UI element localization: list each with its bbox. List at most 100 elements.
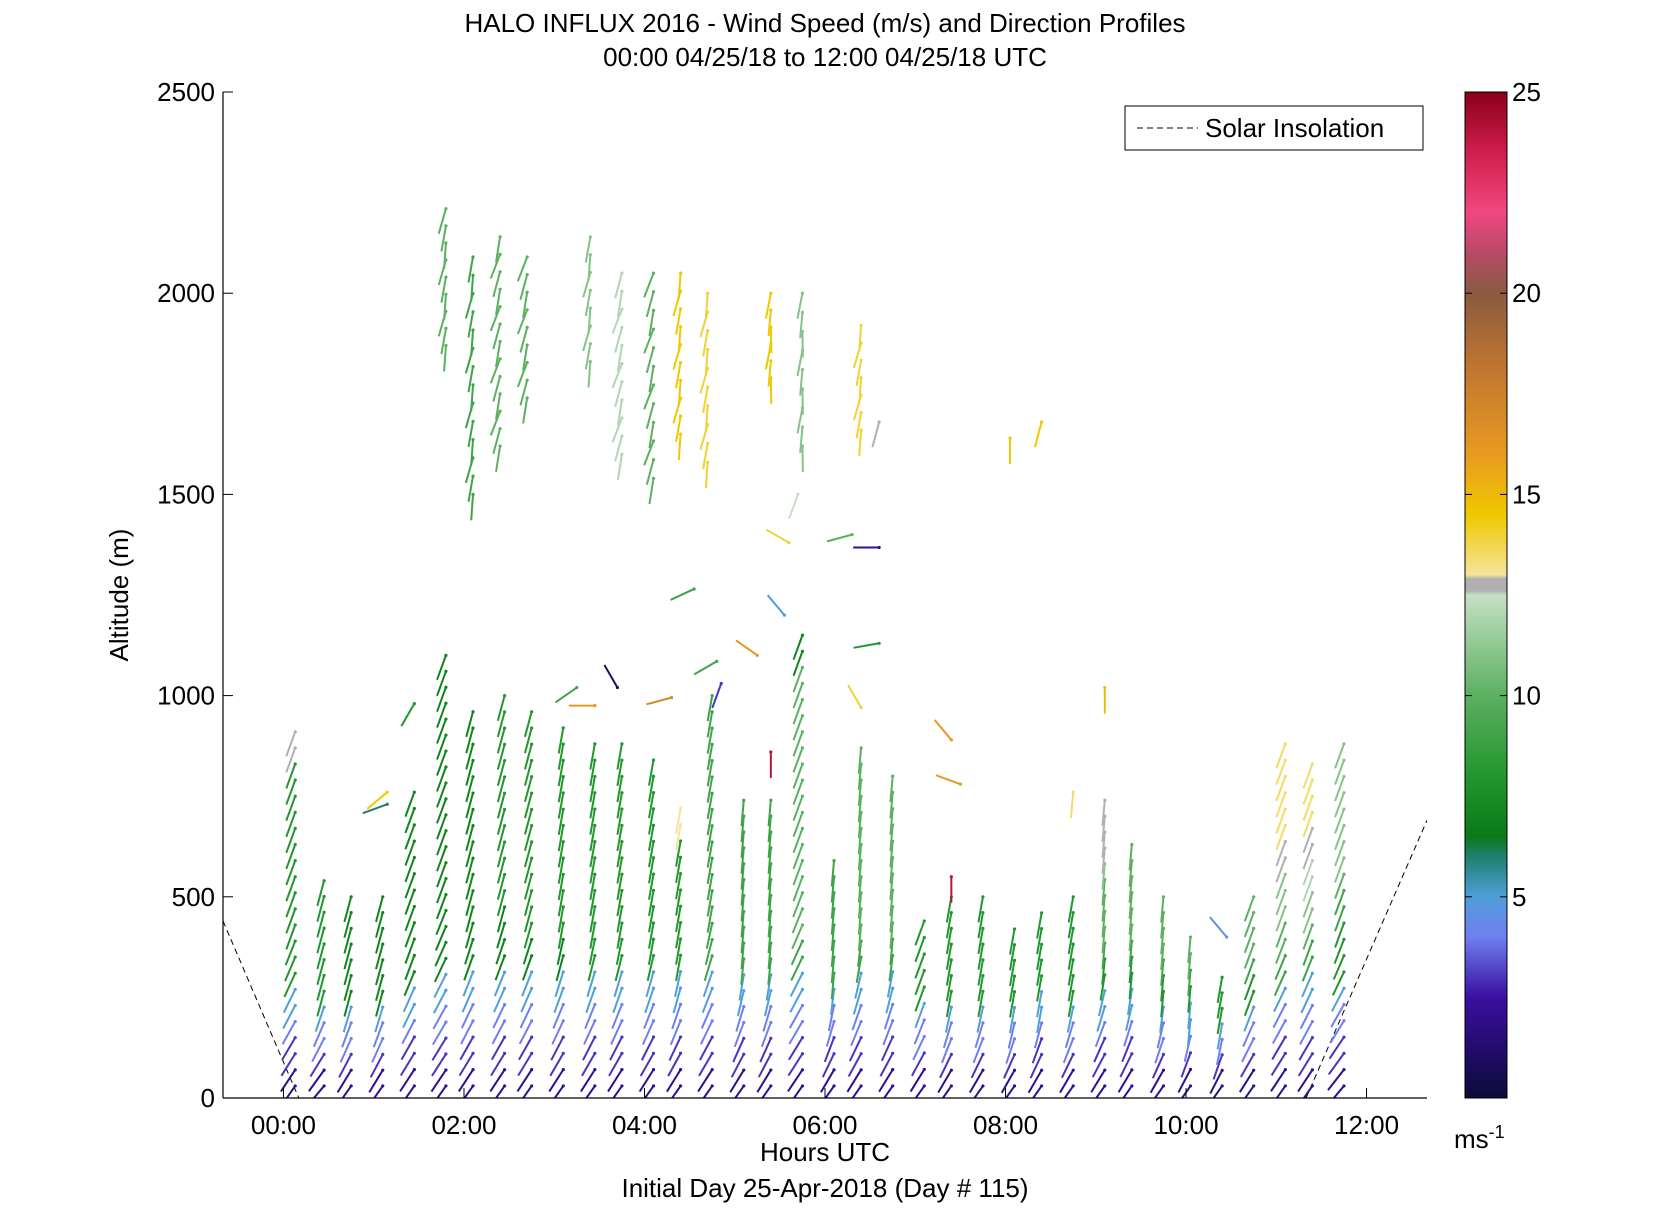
wind-barb bbox=[1036, 927, 1044, 955]
wind-barb bbox=[645, 290, 656, 318]
wind-barb bbox=[1067, 974, 1075, 1002]
wind-barb bbox=[1036, 989, 1044, 1018]
wind-barb-shaft bbox=[432, 1005, 447, 1030]
wind-barb-point bbox=[949, 926, 953, 930]
wind-barb-shaft bbox=[435, 910, 447, 936]
wind-barb-shaft bbox=[1091, 1053, 1106, 1078]
wind-barb-shaft bbox=[792, 795, 804, 821]
wind-barb-point bbox=[444, 326, 448, 331]
wind-barb-shaft bbox=[1275, 759, 1287, 785]
wind-barb-shaft bbox=[1009, 944, 1016, 971]
wind-barb bbox=[399, 1051, 416, 1077]
wind-barb-shaft bbox=[435, 894, 447, 920]
wind-barb bbox=[648, 807, 656, 835]
wind-barb bbox=[375, 958, 385, 986]
wind-barb bbox=[1123, 1019, 1134, 1047]
wind-barb-shaft bbox=[767, 958, 772, 985]
wind-barb-shaft bbox=[734, 1085, 745, 1098]
wind-barb bbox=[1334, 807, 1346, 834]
wind-barb-point bbox=[1103, 685, 1107, 690]
wind-barb-point bbox=[530, 986, 534, 990]
wind-barb-point bbox=[530, 1002, 534, 1007]
wind-barb-shaft bbox=[309, 1053, 325, 1078]
wind-barb bbox=[1117, 1068, 1134, 1093]
wind-barb bbox=[734, 1084, 746, 1098]
wind-barb-shaft bbox=[702, 1085, 714, 1098]
wind-barb-shaft bbox=[857, 780, 863, 807]
wind-barb-point bbox=[922, 1051, 926, 1055]
wind-barb-point bbox=[1310, 923, 1314, 927]
wind-barb bbox=[1302, 891, 1314, 918]
wind-barb bbox=[1000, 1068, 1017, 1094]
wind-barb-shaft bbox=[675, 824, 682, 851]
wind-barb-point bbox=[444, 733, 448, 737]
wind-barb-point bbox=[322, 1005, 326, 1009]
wind-barb bbox=[603, 664, 620, 690]
wind-barb bbox=[1275, 905, 1287, 932]
wind-barb-point bbox=[502, 1019, 507, 1023]
wind-barb bbox=[496, 921, 507, 949]
wind-barb-point bbox=[561, 1035, 565, 1039]
wind-barb bbox=[493, 986, 507, 1013]
wind-barb-point bbox=[769, 1036, 773, 1040]
wind-barb bbox=[1275, 872, 1287, 899]
wind-barb-shaft bbox=[557, 841, 565, 868]
wind-barb-shaft bbox=[857, 876, 863, 903]
wind-barb bbox=[858, 428, 863, 457]
wind-barb-point bbox=[502, 889, 507, 893]
wind-barb bbox=[760, 1020, 773, 1048]
wind-barb-shaft bbox=[1128, 940, 1133, 968]
wind-barb-point bbox=[1040, 1005, 1044, 1009]
wind-barb bbox=[616, 888, 624, 917]
wind-barb-point bbox=[678, 414, 683, 418]
wind-barb-shaft bbox=[1128, 844, 1133, 871]
wind-barb-point bbox=[444, 717, 448, 721]
wind-barb-shaft bbox=[648, 478, 655, 505]
wind-barb bbox=[401, 1019, 416, 1045]
wind-barb bbox=[711, 681, 723, 709]
wind-barb bbox=[464, 937, 475, 965]
wind-barb bbox=[372, 1021, 385, 1048]
y-axis-label: Altitude (m) bbox=[104, 529, 134, 662]
wind-barb-shaft bbox=[557, 760, 565, 787]
wind-barb bbox=[457, 1068, 475, 1092]
wind-barb bbox=[972, 1037, 985, 1064]
wind-barb-point bbox=[678, 1002, 683, 1006]
wind-barb-shaft bbox=[285, 795, 297, 821]
wind-barb-point bbox=[1342, 905, 1346, 909]
wind-barb-point bbox=[1130, 842, 1134, 847]
wind-barb-shaft bbox=[1302, 763, 1314, 789]
wind-barb bbox=[704, 347, 710, 376]
wind-barb-point bbox=[1012, 1068, 1017, 1072]
wind-barb bbox=[853, 641, 881, 649]
wind-barb-point bbox=[620, 921, 624, 925]
wind-barb-point bbox=[710, 970, 714, 974]
wind-barb-shaft bbox=[519, 274, 529, 300]
wind-barb bbox=[280, 1068, 297, 1093]
wind-barb-shaft bbox=[584, 1004, 596, 1029]
wind-barb bbox=[339, 1037, 353, 1063]
wind-barb bbox=[1302, 762, 1314, 789]
wind-barb bbox=[858, 376, 863, 404]
wind-barb bbox=[554, 685, 579, 704]
wind-barb bbox=[316, 989, 326, 1017]
wind-barb bbox=[1009, 927, 1017, 955]
wind-barb-point bbox=[293, 955, 297, 959]
wind-barb-point bbox=[412, 806, 416, 811]
wind-barb bbox=[1328, 1035, 1346, 1060]
wind-barb-shaft bbox=[704, 405, 709, 432]
wind-barb-shaft bbox=[522, 292, 529, 319]
wind-barb-shaft bbox=[933, 719, 953, 741]
solar-insolation-line bbox=[1305, 820, 1427, 1098]
wind-barb-shaft bbox=[616, 874, 623, 900]
wind-barb-point bbox=[1103, 1068, 1107, 1072]
wind-barb bbox=[557, 921, 565, 949]
wind-barb-shaft bbox=[316, 943, 326, 970]
wind-barb-shaft bbox=[674, 971, 682, 998]
wind-barb-point bbox=[800, 633, 805, 637]
wind-barb-shaft bbox=[557, 874, 565, 901]
wind-barb bbox=[1067, 926, 1075, 955]
wind-barb-point bbox=[922, 935, 926, 940]
wind-barb-shaft bbox=[373, 1085, 384, 1098]
wind-barb-point bbox=[1342, 986, 1346, 990]
